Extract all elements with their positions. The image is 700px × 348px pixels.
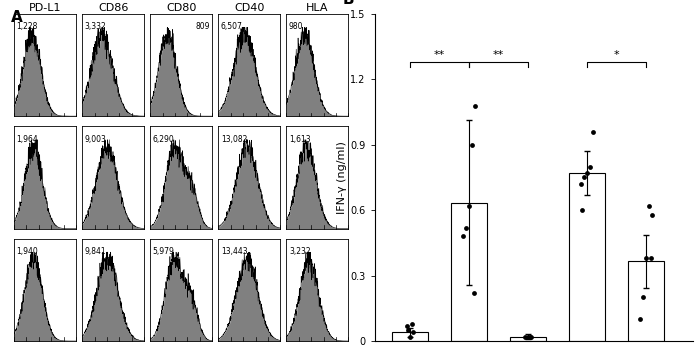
- Point: [461, 225, 472, 230]
- Point: [522, 334, 533, 339]
- Point: [578, 175, 589, 180]
- Point: [524, 334, 536, 339]
- Point: [643, 203, 655, 208]
- Text: 6,507: 6,507: [220, 22, 243, 31]
- Text: 9,841: 9,841: [85, 247, 106, 256]
- Point: [406, 321, 417, 326]
- Text: **: **: [434, 50, 445, 60]
- Text: 1,964: 1,964: [17, 135, 38, 143]
- Point: [457, 234, 468, 239]
- Point: [405, 334, 416, 339]
- Point: [402, 327, 414, 333]
- Title: CD40: CD40: [234, 3, 265, 13]
- Point: [584, 164, 596, 169]
- Point: [646, 212, 657, 218]
- Text: 9,003: 9,003: [85, 135, 106, 143]
- Text: 1,613: 1,613: [289, 135, 311, 143]
- Text: 1,228: 1,228: [17, 22, 38, 31]
- Point: [463, 203, 475, 208]
- Point: [519, 334, 531, 339]
- Bar: [452, 203, 486, 341]
- Title: HLA: HLA: [306, 3, 329, 13]
- Text: 3,232: 3,232: [289, 247, 311, 256]
- Text: **: **: [493, 50, 504, 60]
- Text: 1,940: 1,940: [17, 247, 38, 256]
- Bar: [392, 332, 428, 341]
- Point: [575, 181, 587, 187]
- Point: [407, 330, 419, 335]
- Point: [466, 142, 477, 148]
- Title: CD80: CD80: [166, 3, 197, 13]
- Text: *: *: [613, 50, 619, 60]
- Text: 3,332: 3,332: [85, 22, 106, 31]
- Text: 6,290: 6,290: [153, 135, 174, 143]
- Text: A: A: [10, 10, 22, 25]
- Point: [469, 103, 480, 108]
- Text: B: B: [343, 0, 354, 7]
- Bar: [628, 261, 664, 341]
- Y-axis label: IFN-γ (ng/ml): IFN-γ (ng/ml): [337, 141, 347, 214]
- Point: [640, 255, 652, 261]
- Bar: [569, 173, 605, 341]
- Title: PD-L1: PD-L1: [29, 3, 61, 13]
- Title: CD86: CD86: [98, 3, 128, 13]
- Text: 809: 809: [195, 22, 210, 31]
- Point: [645, 255, 656, 261]
- Point: [581, 170, 592, 176]
- Point: [637, 295, 648, 300]
- Text: 13,082: 13,082: [220, 135, 247, 143]
- Text: 13,443: 13,443: [220, 247, 248, 256]
- Text: 980: 980: [289, 22, 304, 31]
- Point: [587, 129, 598, 134]
- Point: [468, 290, 480, 296]
- Point: [401, 323, 412, 329]
- Text: 5,979: 5,979: [153, 247, 174, 256]
- Bar: [510, 337, 545, 341]
- Point: [634, 316, 645, 322]
- Point: [525, 334, 536, 339]
- Point: [577, 207, 588, 213]
